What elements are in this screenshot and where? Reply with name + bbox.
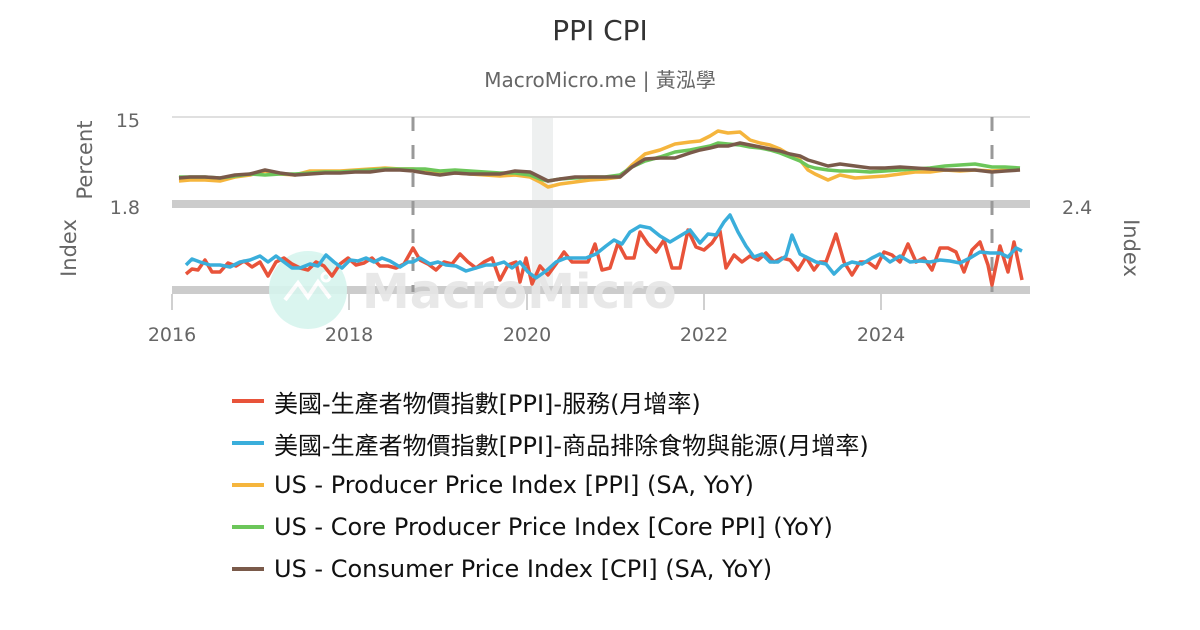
chart-subtitle: MacroMicro.me | 黃泓學 [484,68,716,92]
x-tick-2022: 2022 [680,324,728,346]
legend-label: US - Producer Price Index [PPI] (SA, YoY… [274,471,754,499]
series-ppi-core-goods-mom [184,213,1023,280]
legend-line-icon [232,483,264,487]
legend-item-core-ppi[interactable]: US - Core Producer Price Index [Core PPI… [232,506,869,548]
legend-label: 美國-生產者物價指數[PPI]-商品排除食物與能源(月增率) [274,431,869,460]
series-ppi-services-mom [184,228,1024,287]
x-tick-2018: 2018 [325,324,373,346]
pane-bottom-band [172,286,1030,294]
legend-line-icon [232,525,264,529]
legend-item-ppi-services[interactable]: 美國-生產者物價指數[PPI]-服務(月增率) [232,380,869,422]
legend-label: US - Core Producer Price Index [Core PPI… [274,513,833,541]
legend-line-icon [232,441,264,445]
x-tick-2020: 2020 [503,324,551,346]
right-y-tick-2-4: 2.4 [1062,197,1092,219]
x-tick-2024: 2024 [857,324,905,346]
legend-line-icon [232,399,264,403]
left-inner-axis-label: Percent [73,120,97,199]
legend-item-ppi-core-goods[interactable]: 美國-生產者物價指數[PPI]-商品排除食物與能源(月增率) [232,422,869,464]
x-tick-2016: 2016 [148,324,196,346]
left-outer-axis-label: Index [57,219,81,277]
legend-line-icon [232,567,264,571]
legend-label: 美國-生產者物價指數[PPI]-服務(月增率) [274,389,701,418]
legend-item-ppi[interactable]: US - Producer Price Index [PPI] (SA, YoY… [232,464,869,506]
legend-label: US - Consumer Price Index [CPI] (SA, YoY… [274,555,773,583]
chart-title: PPI CPI [552,14,648,47]
legend: 美國-生產者物價指數[PPI]-服務(月增率) 美國-生產者物價指數[PPI]-… [232,380,869,590]
y-tick-1-8: 1.8 [110,197,140,219]
legend-item-cpi[interactable]: US - Consumer Price Index [CPI] (SA, YoY… [232,548,869,590]
x-tick-marks [171,294,882,310]
series-cpi-yoy [178,141,1021,183]
watermark: MacroMicro [269,251,677,329]
right-axis-label: Index [1119,219,1143,277]
pane-separator-band [172,200,1030,208]
y-tick-15: 15 [116,110,140,132]
chart-area: MacroMicro 15 1.8 2.4 Percent Index Inde… [57,110,1143,346]
